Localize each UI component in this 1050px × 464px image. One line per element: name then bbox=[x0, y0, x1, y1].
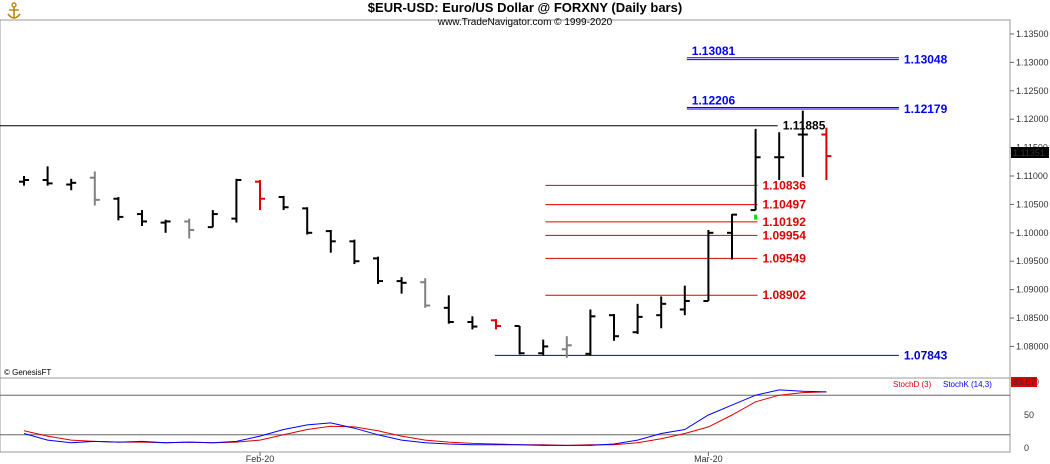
level-label: 1.08902 bbox=[763, 288, 807, 302]
level-lines: 1.13081 1.13048 1.12206 1.12179 1.11885 1.108… bbox=[0, 44, 948, 362]
price-tick-label: 1.09000 bbox=[1016, 285, 1049, 295]
level-label: 1.13048 bbox=[904, 53, 948, 67]
anchor-icon bbox=[7, 2, 21, 19]
stochastic-panel: 100500StochD (3)StochK (14,3)89.57 bbox=[0, 377, 1039, 453]
current-price-label: 1.11351 bbox=[1013, 148, 1045, 158]
chart-frame bbox=[0, 19, 1011, 379]
level-label: 1.09549 bbox=[763, 251, 807, 265]
stoch-k-line bbox=[23, 389, 827, 446]
stoch-k-legend: StochK (14,3) bbox=[943, 380, 992, 389]
level-label: 1.11885 bbox=[783, 119, 826, 133]
level-label: 1.12179 bbox=[904, 102, 948, 116]
price-tick-label: 1.08500 bbox=[1016, 313, 1049, 323]
stoch-d-legend: StochD (3) bbox=[893, 380, 932, 389]
stoch-tick-label: 50 bbox=[1024, 410, 1034, 420]
stoch-value-label: 89.57 bbox=[1013, 377, 1036, 387]
price-tick-label: 1.09500 bbox=[1016, 256, 1049, 266]
current-price-badge bbox=[1011, 147, 1049, 158]
level-label: 1.13081 bbox=[692, 44, 736, 58]
copyright-label: © GenesisFT bbox=[4, 368, 51, 377]
price-axis: 1.135001.130001.125001.120001.115001.110… bbox=[1010, 29, 1049, 351]
price-tick-label: 1.11000 bbox=[1016, 171, 1048, 181]
price-tick-label: 1.10000 bbox=[1016, 228, 1049, 238]
price-tick-label: 1.12000 bbox=[1016, 114, 1049, 124]
price-tick-label: 1.13000 bbox=[1016, 57, 1049, 67]
price-tick-label: 1.10500 bbox=[1016, 199, 1049, 209]
price-tick-label: 1.08000 bbox=[1016, 341, 1049, 351]
date-axis: Feb-20 Mar-20 bbox=[246, 452, 723, 464]
price-tick-label: 1.13500 bbox=[1016, 29, 1049, 39]
date-tick-label: Feb-20 bbox=[246, 454, 275, 464]
level-label: 1.10192 bbox=[763, 215, 807, 229]
level-label: 1.12206 bbox=[692, 93, 736, 107]
level-label: 1.10497 bbox=[763, 198, 807, 212]
level-label: 1.10836 bbox=[763, 178, 807, 192]
ohlc-bars bbox=[19, 110, 832, 358]
level-label: 1.09954 bbox=[763, 228, 807, 242]
chart-title: $EUR-USD: Euro/US Dollar @ FORXNY (Daily… bbox=[368, 0, 682, 15]
level-label: 1.07843 bbox=[904, 348, 948, 362]
price-tick-label: 1.12500 bbox=[1016, 86, 1049, 96]
chart-subtitle: www.TradeNavigator.com © 1999-2020 bbox=[437, 17, 613, 28]
stoch-tick-label: 0 bbox=[1024, 443, 1029, 453]
date-tick-label: Mar-20 bbox=[694, 454, 723, 464]
stoch-value-badge bbox=[1011, 377, 1037, 387]
indicator-frame bbox=[0, 377, 1011, 453]
